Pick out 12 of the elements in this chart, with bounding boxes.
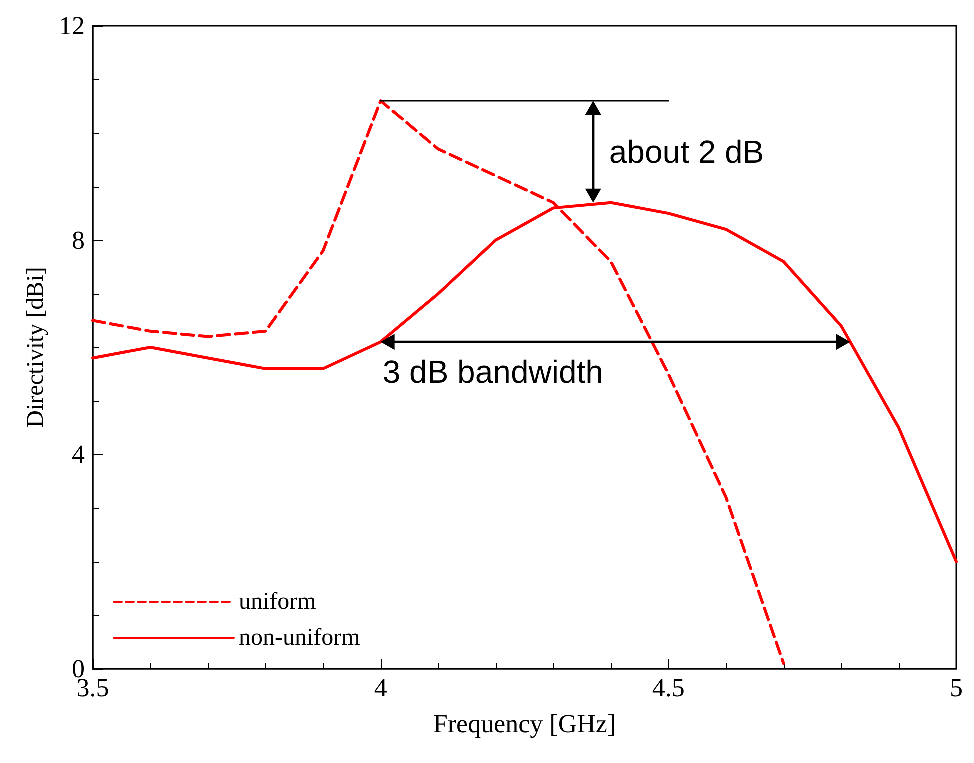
y-tick-label: 8 — [72, 226, 85, 255]
y-tick-label: 12 — [59, 12, 85, 40]
x-axis-title: Frequency [GHz] — [433, 710, 616, 738]
legend-label: non-uniform — [239, 625, 361, 651]
x-tick-label: 4.5 — [652, 674, 685, 702]
y-axis-title: Directivity [dBi] — [23, 267, 50, 428]
annotation: 3 dB bandwidth — [382, 354, 604, 390]
x-tick-label: 4 — [374, 674, 388, 702]
annotation: about 2 dB — [609, 134, 764, 170]
legend-label: uniform — [239, 589, 317, 615]
y-tick-label: 4 — [72, 440, 85, 470]
x-tick-label: 5 — [950, 674, 963, 702]
